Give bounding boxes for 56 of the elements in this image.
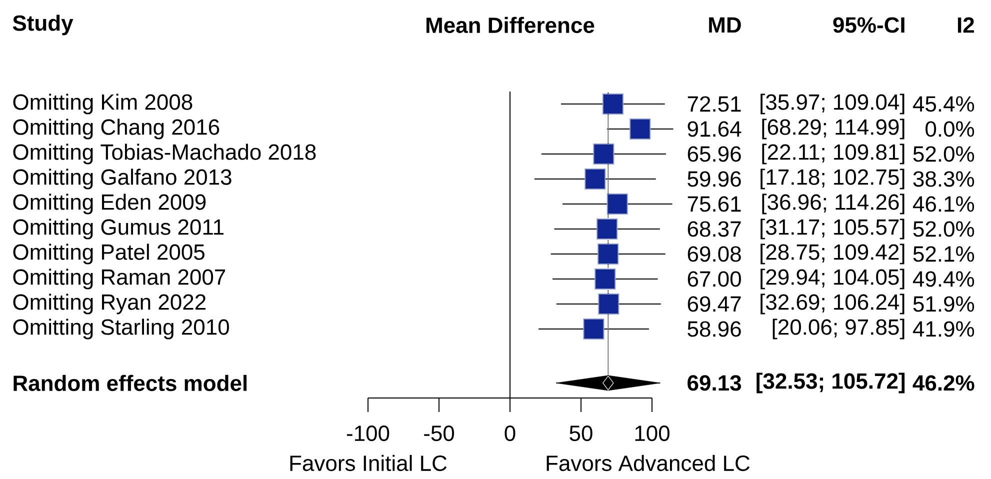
text: I2 — [958, 17, 974, 33]
data-label: 67.00 — [688, 271, 741, 287]
data-label: 65.96 — [688, 146, 741, 162]
text: [28.75; 109.42] — [760, 244, 904, 264]
y-tick-label: Omitting Gumus 2011 — [13, 218, 224, 240]
y-tick-label: Omitting Tobias-Machado 2018 — [13, 144, 316, 164]
data-label: 69.13 — [688, 375, 742, 391]
x-tick-label: 50 — [570, 426, 592, 442]
text: [36.96; 114.26] — [762, 194, 904, 214]
data-label: 68.37 — [688, 221, 741, 237]
chart-title: Mean Difference — [426, 16, 594, 34]
data-label: 58.96 — [688, 321, 741, 337]
y-tick-label: Omitting Galfano 2013 — [13, 168, 232, 190]
text: [20.06; 97.85] — [772, 318, 904, 340]
text: MD — [709, 17, 741, 33]
text: [22.11; 109.81] — [762, 144, 904, 164]
x-tick-label: 0 — [504, 426, 516, 442]
text: 46.2% — [912, 375, 974, 391]
text: [32.69; 106.24] — [760, 294, 904, 314]
y-tick-label: Omitting Kim 2008 — [13, 94, 192, 114]
text: 51.9% — [913, 296, 974, 312]
text: [17.18; 102.75] — [760, 168, 904, 190]
y-tick-label: Omitting Raman 2007 — [13, 268, 226, 290]
text: 52.0% — [913, 146, 974, 162]
text: 52.0% — [913, 221, 974, 237]
x-tick-label: -100 — [346, 426, 390, 442]
x-tick-label: -50 — [424, 426, 454, 442]
text: [68.29; 114.99] — [762, 118, 904, 140]
data-label: 59.96 — [688, 171, 741, 187]
data-label: 91.64 — [688, 121, 742, 137]
y-tick-label: Omitting Starling 2010 — [13, 318, 229, 340]
text: [32.53; 105.72] — [756, 372, 905, 394]
text: [29.94; 104.05] — [760, 268, 904, 290]
text: 46.1% — [912, 196, 974, 212]
text: 41.9% — [912, 321, 974, 337]
data-label: 69.08 — [688, 246, 741, 262]
text: 52.1% — [913, 246, 974, 262]
text: [31.17; 105.57] — [760, 218, 904, 240]
text: 38.3% — [913, 171, 974, 187]
y-tick-label: Omitting Chang 2016 — [13, 118, 220, 140]
text: 49.4% — [912, 271, 974, 287]
y-tick-label: Omitting Ryan 2022 — [13, 294, 206, 314]
data-label: 69.47 — [688, 296, 741, 312]
y-axis-title: Study — [12, 14, 74, 36]
text: Favors Initial LC — [290, 454, 447, 472]
text: 0.0% — [926, 121, 974, 137]
data-label: 75.61 — [688, 196, 741, 212]
text: Favors Advanced LC — [546, 454, 750, 472]
text: 45.4% — [912, 96, 974, 112]
text: [35.97; 109.04] — [760, 94, 904, 114]
x-tick-label: 100 — [635, 426, 670, 442]
text: 95%-CI — [833, 17, 904, 33]
y-tick-label: Random effects model — [14, 374, 247, 392]
data-label: 72.51 — [688, 96, 741, 112]
y-tick-label: Omitting Patel 2005 — [13, 244, 204, 264]
y-tick-label: Omitting Eden 2009 — [13, 194, 206, 214]
